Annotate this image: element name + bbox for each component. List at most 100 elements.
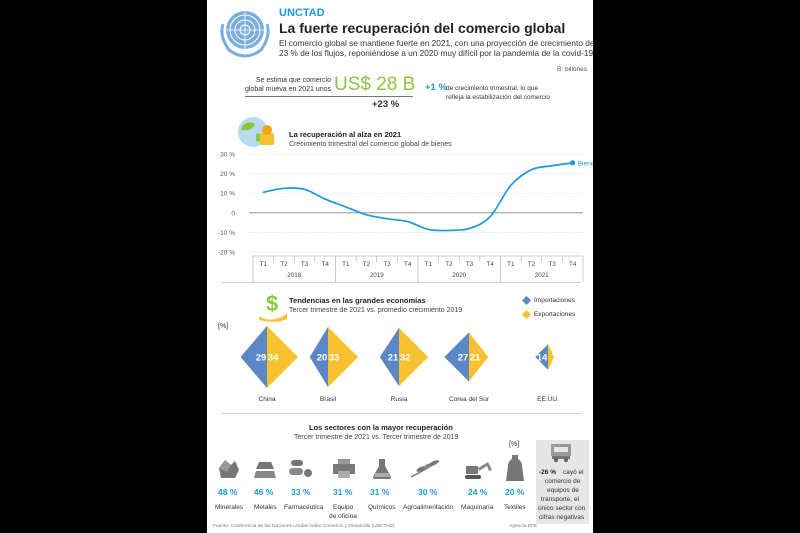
sector-label: Químicos [368, 504, 396, 511]
diamond-exports [267, 326, 298, 388]
mineral-icon [219, 460, 239, 478]
data-point [324, 198, 326, 200]
x-year-label: 2019 [370, 272, 385, 279]
kpi-divider [245, 96, 413, 97]
x-quarter-label: T2 [445, 261, 453, 268]
sector-label: Textiles [504, 504, 526, 511]
x-year-label: 2020 [452, 272, 467, 279]
section-divider-2 [221, 413, 581, 414]
diamond-imports [240, 326, 267, 388]
x-quarter-label: T1 [425, 261, 433, 268]
x-quarter-label: T3 [466, 261, 474, 268]
imports-value-label: 29 [256, 353, 267, 364]
metal-ingot-icon [254, 462, 276, 478]
sector-value: 33 % [291, 487, 311, 497]
printer-icon [333, 459, 355, 478]
economy-label: Brasil [320, 396, 337, 403]
x-year-label: 2021 [535, 272, 550, 279]
sector-label: Minerales [215, 504, 244, 511]
diamond-imports [309, 326, 328, 388]
data-point [262, 191, 264, 193]
y-tick-label: 0 [231, 210, 235, 217]
series-line-bienes [263, 161, 573, 232]
x-quarter-label: T3 [301, 261, 309, 268]
exports-value-label: 34 [268, 353, 279, 364]
data-point [489, 216, 491, 218]
sector-value: 46 % [254, 487, 274, 497]
imports-value-label: 27 [458, 353, 469, 364]
data-point [551, 165, 553, 167]
trade-value: US$ 28 B [334, 74, 416, 95]
flask-icon [373, 459, 391, 479]
quarterly-growth: +1 % [425, 82, 447, 93]
transport-line-6: cifras negativas [539, 514, 585, 521]
data-point [407, 221, 409, 223]
quarterly-text-2: refleja la estabilización del comercio [446, 94, 551, 101]
section-divider-1 [221, 282, 581, 283]
sector-value: 31 % [333, 487, 353, 497]
estimate-line-1: Se estima que comercio [255, 77, 331, 84]
x-quarter-label: T3 [383, 261, 391, 268]
x-quarter-label: T2 [528, 261, 536, 268]
diamond-exports [469, 332, 489, 382]
un-emblem-icon [220, 11, 270, 58]
sector-label: Farmacéutica [284, 504, 324, 511]
sector-value: 24 % [468, 487, 488, 497]
y-tick-label: 20 % [220, 171, 235, 178]
exports-value-label: 21 [470, 353, 481, 364]
trade-growth: +23 % [372, 99, 400, 110]
exports-value-label: 32 [400, 353, 411, 364]
data-point [510, 184, 512, 186]
sectors-unit: [%] [509, 441, 520, 448]
sector-value: 20 % [505, 487, 525, 497]
exports-value-label: 33 [329, 353, 340, 364]
x-quarter-label: T2 [363, 261, 371, 268]
dollar-hand-icon: $ [259, 291, 287, 322]
subtitle-line-1: El comercio global se mantiene fuerte en… [279, 38, 593, 48]
data-point [283, 187, 285, 189]
sector-label: Metales [254, 504, 277, 511]
end-marker [570, 160, 576, 166]
page-title: La fuerte recuperación del comercio glob… [279, 20, 566, 36]
svg-text:$: $ [266, 291, 278, 316]
x-quarter-label: T2 [280, 261, 288, 268]
legend-exports-label: Exportaciones [534, 311, 576, 318]
economy-label: Rusia [391, 396, 408, 403]
economy-label: Corea del Sur [449, 396, 490, 403]
data-point [345, 206, 347, 208]
economies-unit: [%] [218, 323, 229, 330]
footer-source: Fuente: Conferencia de las Naciones Unid… [213, 524, 395, 529]
x-quarter-label: T1 [507, 261, 515, 268]
sector-label: Agroalimentación [403, 504, 454, 511]
sector-value: 31 % [370, 487, 390, 497]
diamond-imports [444, 332, 469, 382]
globe-money-icon [238, 117, 274, 147]
excavator-icon [465, 462, 492, 479]
x-quarter-label: T4 [569, 261, 577, 268]
sectors-title: Los sectores con la mayor recuperación [309, 423, 453, 432]
legend-exports-swatch [522, 310, 531, 319]
infographic-panel: UNCTAD La fuerte recuperación del comerc… [207, 0, 593, 533]
economies-subtitle: Tercer trimestre de 2021 vs. promedio cr… [289, 307, 463, 314]
pharma-pills-icon [289, 460, 312, 477]
diamond-imports [535, 344, 548, 370]
sectors-subtitle: Tercer trimestre de 2021 vs. Tercer trim… [294, 434, 459, 441]
series-label-bienes: Bienes [578, 160, 593, 167]
sector-value: 48 % [218, 487, 238, 497]
imports-value-label: 21 [388, 353, 399, 364]
wheat-icon [410, 460, 440, 478]
x-quarter-label: T1 [342, 261, 350, 268]
data-point [530, 169, 533, 171]
legend-imports-label: Importaciones [534, 297, 575, 304]
diamond-imports [379, 327, 399, 387]
x-quarter-label: T4 [487, 261, 495, 268]
y-tick-label: 30 % [220, 152, 235, 159]
economy-label: China [259, 396, 276, 403]
data-point [365, 214, 368, 216]
line-chart-subtitle: Crecimiento trimestral del comercio glob… [289, 141, 452, 148]
x-year-label: 2018 [287, 272, 302, 279]
transport-line-5: único sector con [538, 505, 586, 512]
x-quarter-label: T4 [404, 261, 412, 268]
y-tick-label: -10 % [218, 230, 235, 237]
data-point [448, 229, 450, 232]
